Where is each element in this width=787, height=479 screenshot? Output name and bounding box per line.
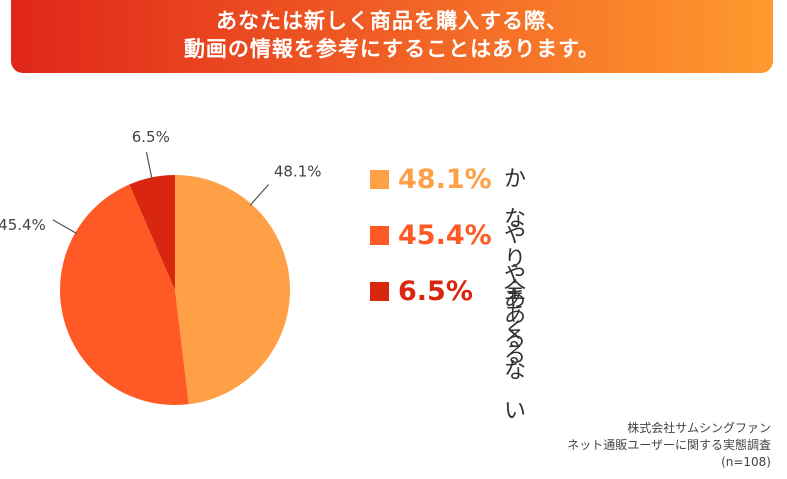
source-sample-size: (n=108) xyxy=(721,455,771,469)
legend-swatch-3 xyxy=(370,282,389,301)
pie-label-1: 48.1% xyxy=(274,163,322,181)
chart-title-banner: あなたは新しく商品を購入する際、 動画の情報を参考にすることはあります。 xyxy=(11,0,773,73)
source-company: 株式会社サムシングファン xyxy=(627,421,771,435)
pie-slice-2 xyxy=(60,184,189,405)
legend-percent-3: 6.5% xyxy=(398,276,473,307)
legend-swatch-1 xyxy=(370,170,389,189)
source-note: 株式会社サムシングファン ネット通販ユーザーに関する実態調査 (n=108) xyxy=(567,420,771,471)
legend-percent-2: 45.4% xyxy=(398,220,492,251)
source-survey: ネット通販ユーザーに関する実態調査 xyxy=(567,438,771,452)
chart-title-line-1: あなたは新しく商品を購入する際、 xyxy=(216,9,568,33)
legend-percent-1: 48.1% xyxy=(398,164,492,195)
pie-slice-1 xyxy=(175,175,290,405)
pie-label-3: 6.5% xyxy=(132,128,170,146)
chart-title-line-2: 動画の情報を参考にすることはあります。 xyxy=(183,37,601,61)
legend-label-3: 全くない xyxy=(504,279,527,424)
legend-label-1: かなりある xyxy=(504,167,527,352)
leader-line-3 xyxy=(145,151,153,180)
legend-swatch-2 xyxy=(370,226,389,245)
pie-label-2: 45.4% xyxy=(0,216,46,234)
leader-line-1 xyxy=(249,184,270,206)
leader-line-2 xyxy=(52,219,78,235)
legend-label-2: ややある xyxy=(504,223,527,368)
pie-slice-3 xyxy=(129,175,175,290)
